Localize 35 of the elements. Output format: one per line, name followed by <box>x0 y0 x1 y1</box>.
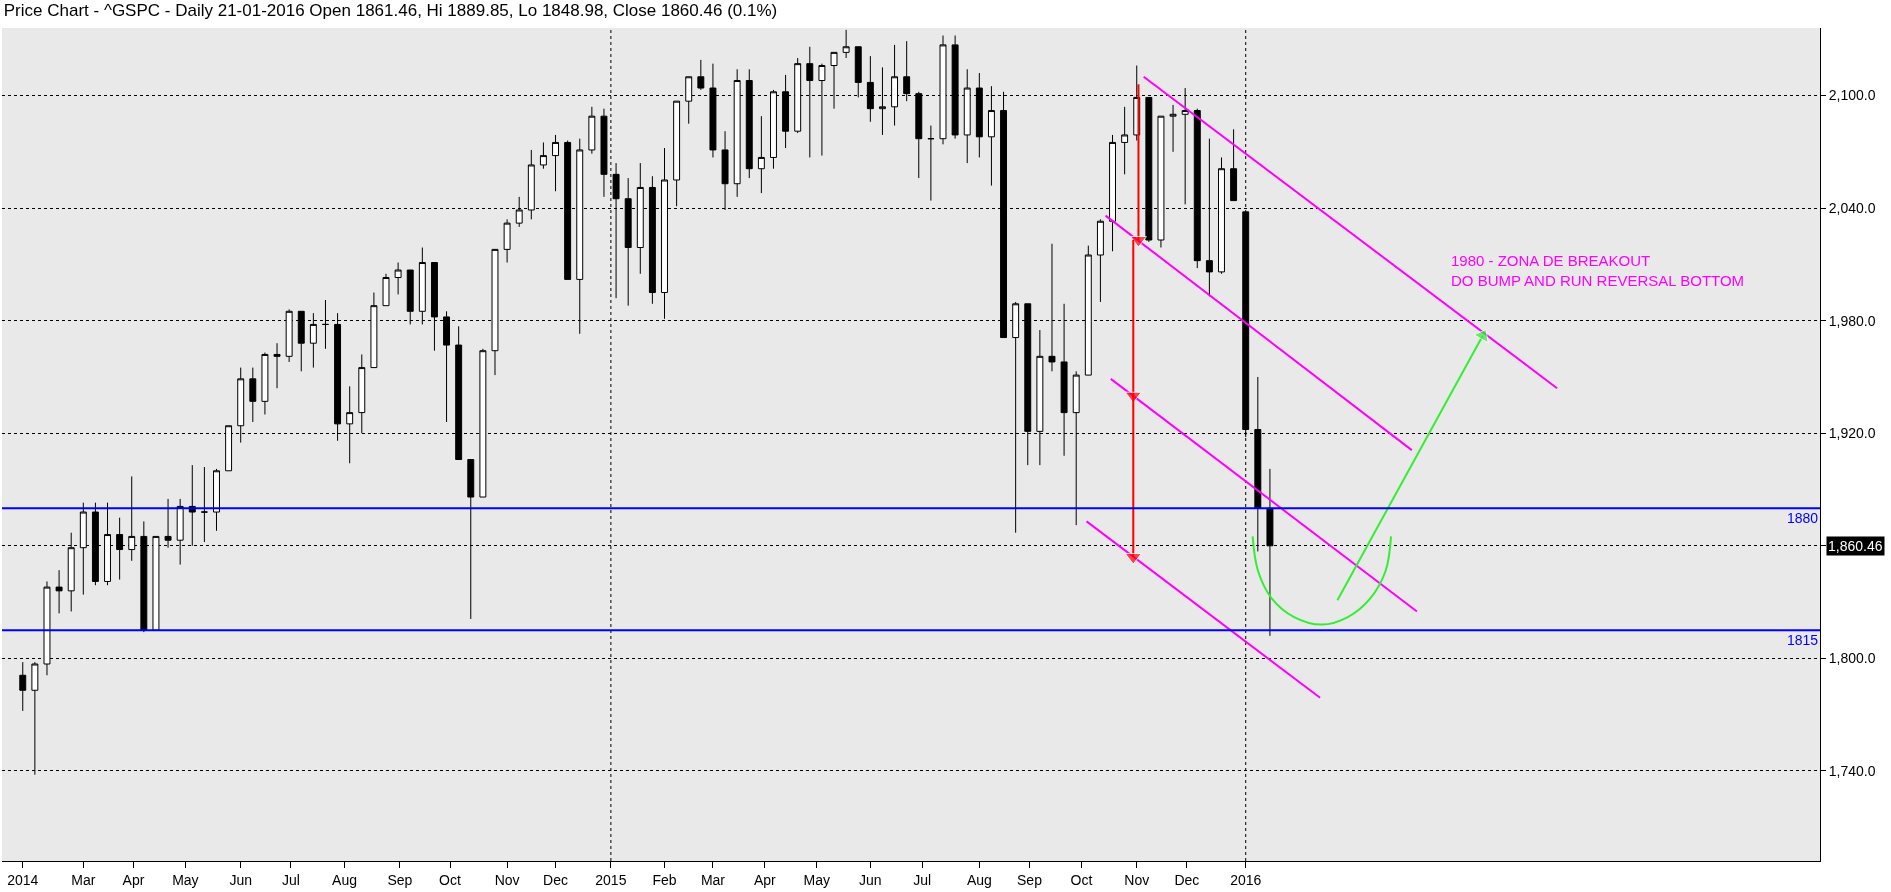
ref-line-label: 1880 <box>1787 510 1819 526</box>
x-tick-label: Jul <box>913 871 932 888</box>
x-tick-label: Apr <box>122 871 145 888</box>
x-tick-label: Jun <box>229 871 252 888</box>
x-tick-label: Nov <box>494 871 520 888</box>
ref-line-label: 1815 <box>1787 632 1819 648</box>
x-tick-label: Apr <box>753 871 777 888</box>
y-tick-label: 2,100.0 <box>1828 87 1876 104</box>
x-tick-label: 2014 <box>7 871 39 888</box>
x-tick-label: Sep <box>1017 871 1043 888</box>
x-tick-label: Aug <box>966 871 992 888</box>
x-tick-label: Sep <box>387 871 413 888</box>
text: 1,860.46 <box>1828 538 1883 554</box>
x-tick-label: Jul <box>281 871 300 888</box>
y-tick-label: 1,740.0 <box>1828 762 1876 779</box>
x-tick-label: Feb <box>652 871 677 888</box>
x-tick-label: Oct <box>439 871 462 888</box>
x-tick-label: 2016 <box>1230 871 1262 888</box>
x-tick-label: Dec <box>1174 871 1200 888</box>
x-tick-label: Dec <box>543 871 568 888</box>
x-tick-label: Mar <box>71 871 96 888</box>
y-tick-label: 1,920.0 <box>1828 425 1876 442</box>
x-tick-label: May <box>172 871 199 888</box>
annotation: 1980 - ZONA DE BREAKOUT DO BUMP AND RUN REVERSAL BOTTOM <box>1451 252 1745 289</box>
y-tick-label: 2,040.0 <box>1828 200 1876 217</box>
x-tick-label: Nov <box>1124 871 1150 888</box>
x-tick-label: Aug <box>332 871 357 888</box>
x-tick-label: Jun <box>859 871 882 888</box>
y-tick-label: 1,980.0 <box>1828 312 1876 329</box>
chart-title: Price Chart - ^GSPC - Daily 21-01-2016 Open 1861.46, Hi 1889.85, Lo 1848.98, Close 1860.46 (0.1%) <box>3 1 778 21</box>
y-tick-label: 1,800.0 <box>1828 650 1876 667</box>
x-tick-label: 2015 <box>595 871 627 888</box>
x-tick-label: Mar <box>700 871 726 888</box>
x-tick-label: May <box>803 871 830 888</box>
x-tick-label: Oct <box>1070 871 1093 888</box>
